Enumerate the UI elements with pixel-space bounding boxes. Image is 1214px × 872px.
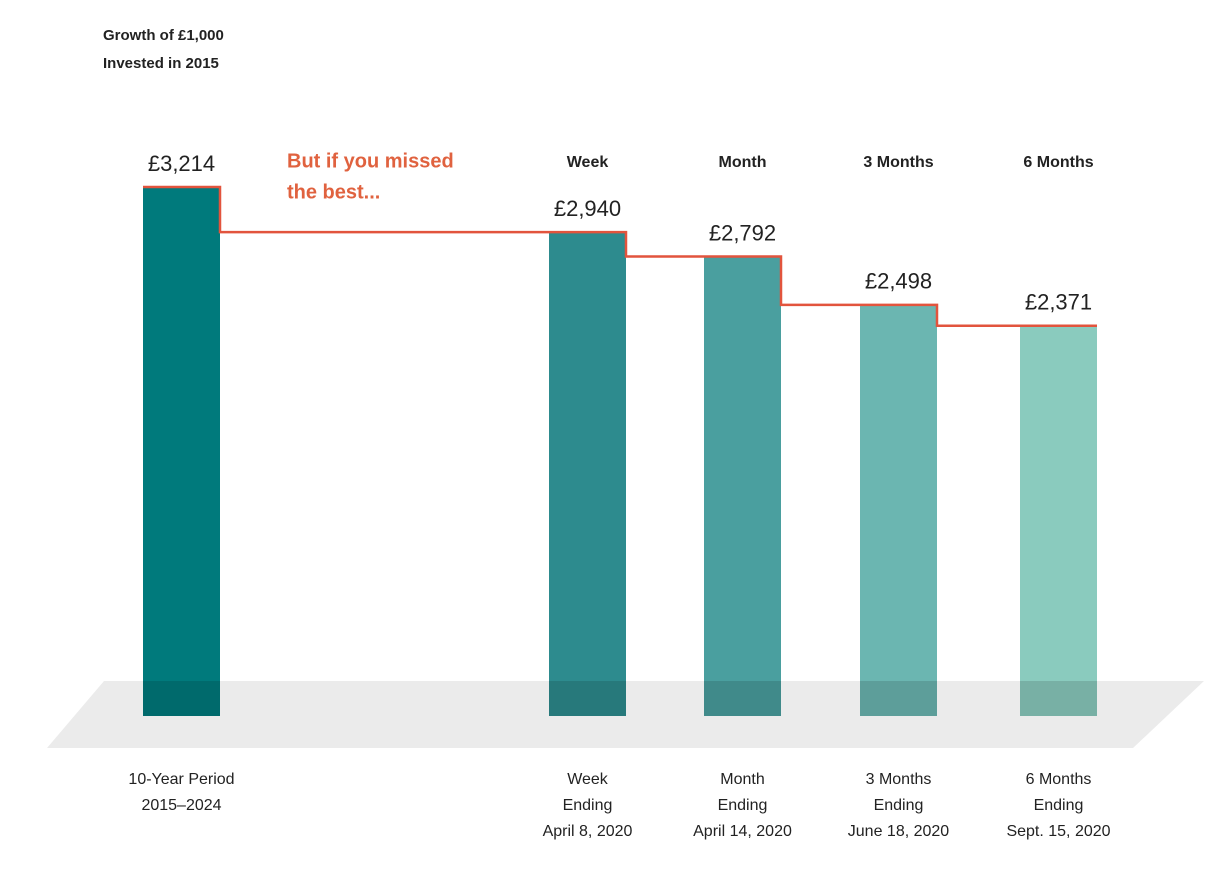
value-label: £2,792 xyxy=(709,220,776,245)
column-header: Month xyxy=(719,154,767,171)
x-tick-label: 10-Year Period xyxy=(128,771,234,788)
column-header: Week xyxy=(567,154,609,171)
x-tick-label: 3 Months xyxy=(866,771,932,788)
x-tick-label: June 18, 2020 xyxy=(848,823,950,840)
bar-shadow xyxy=(549,681,626,716)
annotation: the best... xyxy=(287,181,380,203)
x-tick-label: Ending xyxy=(718,797,768,814)
x-tick-label: 2015–2024 xyxy=(141,797,221,814)
value-label: £2,371 xyxy=(1025,290,1092,315)
bar xyxy=(143,187,220,716)
x-tick-label: Month xyxy=(720,771,764,788)
bar xyxy=(549,232,626,716)
chart-title: Growth of £1,000 xyxy=(103,27,224,44)
x-tick-label: Ending xyxy=(874,797,924,814)
bar-shadow xyxy=(860,681,937,716)
x-tick-label: 6 Months xyxy=(1026,771,1092,788)
value-label: £3,214 xyxy=(148,151,215,176)
column-header: 6 Months xyxy=(1023,154,1093,171)
step-line xyxy=(143,185,1097,328)
bar xyxy=(1020,325,1097,716)
value-label: £2,498 xyxy=(865,269,932,294)
chart-title: Invested in 2015 xyxy=(103,55,219,72)
bar xyxy=(704,256,781,716)
annotation: But if you missed xyxy=(287,150,454,172)
x-tick-label: Ending xyxy=(563,797,613,814)
bar-shadow xyxy=(1020,681,1097,716)
x-tick-label: April 8, 2020 xyxy=(543,823,633,840)
x-tick-label: April 14, 2020 xyxy=(693,823,792,840)
x-tick-label: Sept. 15, 2020 xyxy=(1006,823,1110,840)
x-tick-label: Week xyxy=(567,771,609,788)
x-tick-label: Ending xyxy=(1034,797,1084,814)
bar-shadow xyxy=(143,681,220,716)
column-header: 3 Months xyxy=(863,154,933,171)
value-label: £2,940 xyxy=(554,196,621,221)
bar xyxy=(860,304,937,716)
bar-shadow xyxy=(704,681,781,716)
